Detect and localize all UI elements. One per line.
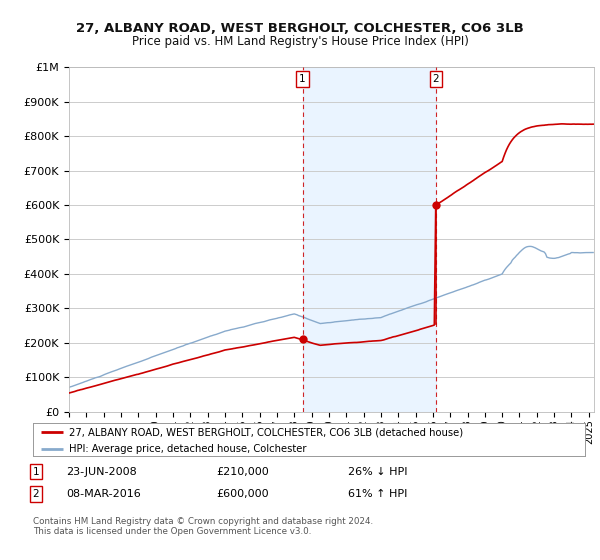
Text: 1: 1 xyxy=(32,466,40,477)
Text: 26% ↓ HPI: 26% ↓ HPI xyxy=(348,466,407,477)
Text: £210,000: £210,000 xyxy=(216,466,269,477)
Text: 2: 2 xyxy=(433,74,439,84)
Text: Contains HM Land Registry data © Crown copyright and database right 2024.: Contains HM Land Registry data © Crown c… xyxy=(33,517,373,526)
Text: HPI: Average price, detached house, Colchester: HPI: Average price, detached house, Colc… xyxy=(69,444,307,454)
Text: 27, ALBANY ROAD, WEST BERGHOLT, COLCHESTER, CO6 3LB (detached house): 27, ALBANY ROAD, WEST BERGHOLT, COLCHEST… xyxy=(69,427,463,437)
Text: Price paid vs. HM Land Registry's House Price Index (HPI): Price paid vs. HM Land Registry's House … xyxy=(131,35,469,48)
Text: 2: 2 xyxy=(32,489,40,499)
Text: 27, ALBANY ROAD, WEST BERGHOLT, COLCHESTER, CO6 3LB: 27, ALBANY ROAD, WEST BERGHOLT, COLCHEST… xyxy=(76,22,524,35)
Text: This data is licensed under the Open Government Licence v3.0.: This data is licensed under the Open Gov… xyxy=(33,528,311,536)
Text: £600,000: £600,000 xyxy=(216,489,269,499)
Text: 1: 1 xyxy=(299,74,306,84)
Text: 23-JUN-2008: 23-JUN-2008 xyxy=(66,466,137,477)
Text: 08-MAR-2016: 08-MAR-2016 xyxy=(66,489,141,499)
Text: 61% ↑ HPI: 61% ↑ HPI xyxy=(348,489,407,499)
Bar xyxy=(302,67,436,412)
